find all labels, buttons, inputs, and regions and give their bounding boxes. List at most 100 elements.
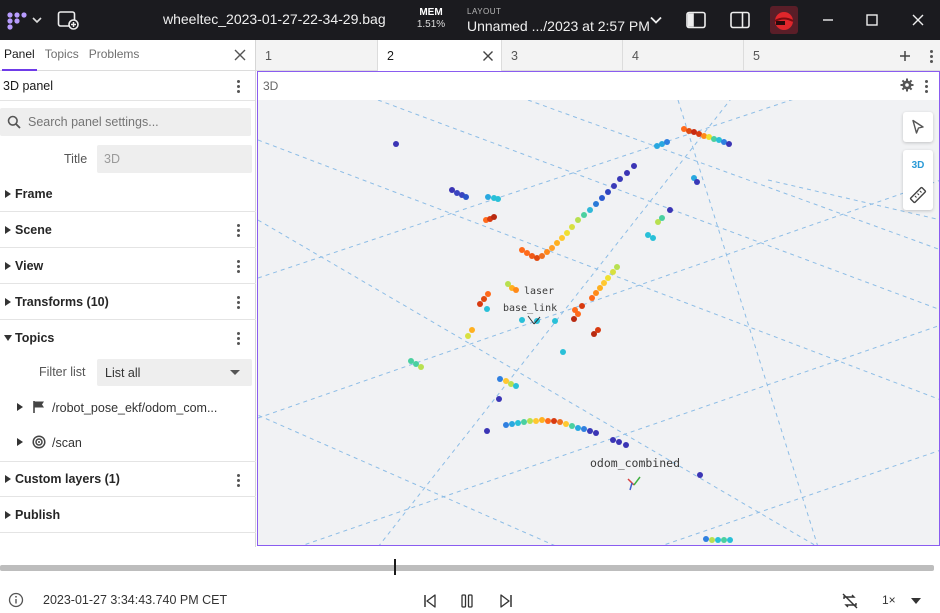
section-view[interactable]: View: [0, 248, 256, 284]
laser-scan-icon: [32, 435, 46, 449]
caret-right-icon: [17, 438, 23, 446]
right-sidebar-icon: [730, 11, 750, 29]
filter-list-select[interactable]: List all: [97, 359, 252, 386]
tab-1[interactable]: 1: [256, 40, 378, 71]
section-topics[interactable]: Topics: [0, 320, 256, 356]
add-window-icon: [57, 11, 79, 30]
playback-speed-menu-button[interactable]: [906, 591, 926, 611]
skip-back-icon: [424, 594, 436, 608]
info-icon[interactable]: [8, 592, 24, 608]
window-close-button[interactable]: [906, 8, 930, 32]
layout-menu-button[interactable]: [644, 8, 668, 32]
add-tab-button[interactable]: [899, 49, 911, 67]
ruler-icon: [909, 186, 927, 204]
playback-timestamp: 2023-01-27 3:34:43.740 PM CET: [43, 593, 228, 607]
section-scene[interactable]: Scene: [0, 212, 256, 248]
measure-tool-button[interactable]: [903, 180, 933, 210]
toggle-right-sidebar-button[interactable]: [728, 8, 752, 32]
window-maximize-button[interactable]: [860, 8, 884, 32]
dropdown-arrow-icon: [230, 370, 240, 375]
panel-title: 3D: [263, 79, 279, 93]
tab-problems[interactable]: Problems: [88, 47, 140, 61]
title-label: Title: [64, 152, 88, 166]
section-frame-label: Frame: [15, 186, 53, 201]
seek-forward-button[interactable]: [496, 591, 516, 611]
gear-icon[interactable]: [900, 78, 914, 92]
cursor-icon: [912, 119, 924, 134]
tab-4[interactable]: 4: [623, 40, 744, 71]
settings-search: [0, 108, 251, 136]
tab-2[interactable]: 2: [378, 40, 502, 72]
tab-label: 5: [753, 49, 760, 63]
view-tool-box: 3D: [903, 150, 933, 210]
app-menu-button[interactable]: [4, 8, 44, 32]
layout-selector[interactable]: LAYOUT Unnamed .../2023 at 2:57 PM: [467, 5, 650, 33]
section-scene-label: Scene: [15, 222, 52, 237]
topic-item-odom[interactable]: /robot_pose_ekf/odom_com...: [0, 394, 256, 422]
tab-panel[interactable]: Panel: [0, 47, 41, 71]
topics-options-button[interactable]: [230, 330, 246, 346]
title-field[interactable]: 3D: [97, 145, 252, 173]
section-transforms-label: Transforms (10): [15, 294, 109, 309]
seek-backward-button[interactable]: [420, 591, 440, 611]
panel-settings-sidebar: Panel Topics Problems 3D panel Title 3D …: [0, 40, 256, 547]
section-custom-layers[interactable]: Custom layers (1): [0, 461, 256, 497]
caret-right-icon: [4, 261, 11, 270]
frame-label-base-link: base_link: [503, 303, 558, 314]
3d-panel[interactable]: 3D: [257, 71, 940, 546]
open-connection-button[interactable]: [56, 8, 80, 32]
pause-button[interactable]: [457, 591, 477, 611]
transforms-options-button[interactable]: [230, 294, 246, 310]
tf-axes: [527, 315, 641, 491]
plus-icon: [900, 51, 910, 61]
filter-list-row: Filter list List all: [0, 357, 256, 387]
playback-speed-value[interactable]: 1×: [882, 593, 896, 607]
mem-label: MEM: [419, 7, 443, 18]
close-icon: [912, 14, 924, 26]
tab-options-button[interactable]: [924, 48, 938, 64]
close-tab-icon[interactable]: [482, 50, 494, 62]
3d-scene[interactable]: [258, 100, 940, 546]
search-input[interactable]: [0, 108, 251, 136]
tab-label: 2: [387, 49, 394, 63]
section-publish[interactable]: Publish: [0, 497, 256, 533]
section-transforms[interactable]: Transforms (10): [0, 284, 256, 320]
loop-toggle-button[interactable]: [840, 591, 860, 611]
mem-value: 1.51%: [416, 19, 446, 30]
sidebar-tabs: Panel Topics Problems: [0, 40, 255, 71]
topic-item-scan[interactable]: /scan: [0, 429, 256, 457]
panel-menu-button[interactable]: [918, 78, 934, 94]
caret-right-icon: [4, 225, 11, 234]
select-tool-button[interactable]: [903, 112, 933, 142]
laser-scan-points: [393, 126, 733, 543]
toggle-left-sidebar-button[interactable]: [684, 8, 708, 32]
caret-right-icon: [4, 189, 11, 198]
scrubber-handle[interactable]: [394, 559, 396, 575]
panel-name: 3D panel: [3, 78, 54, 93]
layout-label: LAYOUT: [467, 7, 502, 16]
tab-5[interactable]: 5: [744, 40, 865, 71]
filter-list-value: List all: [105, 366, 141, 380]
data-source-title: wheeltec_2023-01-27-22-34-29.bag: [163, 11, 386, 27]
scene-options-button[interactable]: [230, 222, 246, 238]
foxglove-logo-icon: [7, 12, 27, 30]
window-minimize-button[interactable]: [816, 8, 840, 32]
frame-label-odom: odom_combined: [590, 456, 681, 470]
chevron-down-icon: [650, 16, 662, 24]
close-icon: [234, 49, 246, 61]
view-options-button[interactable]: [230, 258, 246, 274]
panel-options-button[interactable]: [230, 78, 246, 94]
tab-3[interactable]: 3: [502, 40, 623, 71]
toggle-3d-button[interactable]: 3D: [911, 159, 925, 171]
close-sidebar-button[interactable]: [233, 48, 247, 62]
custom-layers-options-button[interactable]: [230, 472, 246, 488]
caret-down-icon: [911, 598, 921, 604]
playback-controls: 2023-01-27 3:34:43.740 PM CET 1×: [0, 547, 940, 613]
user-avatar[interactable]: [770, 6, 798, 34]
playback-scrubber[interactable]: [0, 559, 934, 575]
tab-topics[interactable]: Topics: [44, 47, 79, 61]
memory-indicator: MEM 1.51%: [414, 7, 448, 31]
frame-label-laser: laser: [524, 286, 555, 297]
section-frame[interactable]: Frame: [0, 176, 256, 212]
pause-icon: [461, 594, 473, 608]
